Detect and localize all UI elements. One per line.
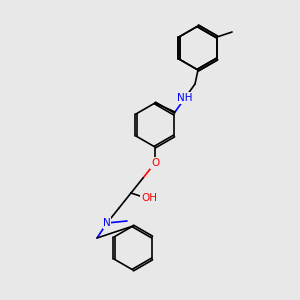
- Text: O: O: [151, 158, 159, 168]
- Text: OH: OH: [141, 193, 157, 203]
- Text: N: N: [103, 218, 111, 228]
- Text: NH: NH: [177, 93, 193, 103]
